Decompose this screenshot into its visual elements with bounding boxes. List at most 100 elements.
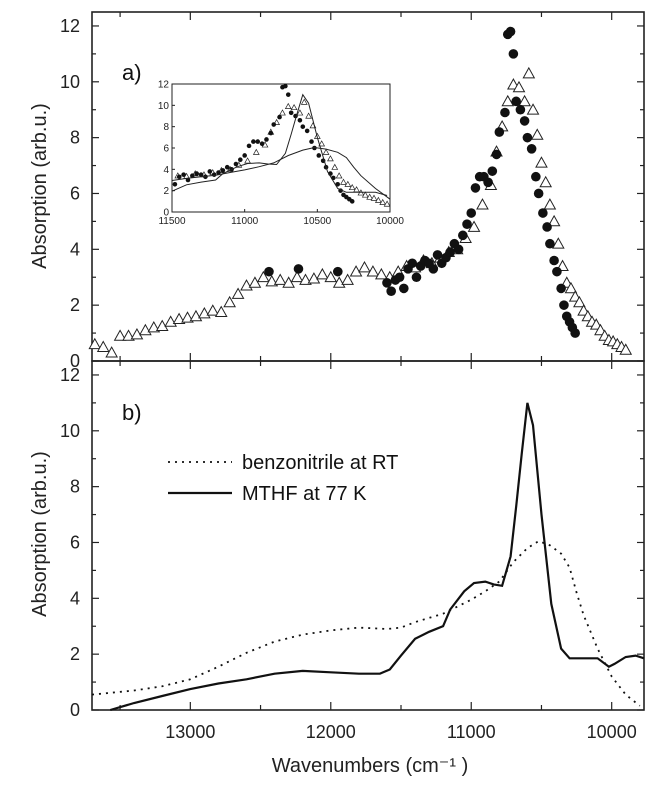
inset-point-triangle (300, 98, 308, 105)
data-point-triangle (96, 340, 110, 352)
data-point-triangle (358, 260, 371, 273)
x-axis-label: Wavenumbers (cm⁻¹ ) (272, 755, 469, 777)
panel-b-frame (91, 360, 645, 711)
inset-xtick-label: 11000 (231, 216, 259, 227)
inset-point-triangle (335, 172, 343, 179)
data-point-triangle (512, 80, 526, 93)
inset-frame (171, 83, 391, 213)
data-point-triangle (324, 270, 338, 283)
inset-point-circle (251, 139, 256, 144)
data-point-circle (458, 230, 468, 241)
data-point-circle (399, 283, 409, 294)
inset-point-circle (268, 130, 274, 136)
panel-a-ytick-label: 2 (70, 295, 80, 315)
data-point-circle (505, 26, 516, 37)
xtick-label: 13000 (165, 722, 215, 742)
inset-curve-benzonitrile (171, 146, 391, 200)
inset-point-triangle (322, 148, 330, 155)
data-point-circle (519, 116, 530, 126)
data-point-circle (508, 49, 519, 59)
legend-label-mthf: MTHF at 77 K (242, 483, 367, 505)
panel-b-ytick-label: 12 (60, 365, 80, 385)
data-point-triangle (539, 175, 553, 188)
data-point-triangle (543, 198, 557, 210)
x-axis-ticks: 13000 12000 11000 10000 (119, 12, 637, 742)
data-point-circle (483, 177, 493, 188)
xtick-label: 10000 (587, 722, 637, 742)
data-point-circle (293, 264, 304, 274)
data-point-circle (333, 266, 343, 277)
data-point-triangle (206, 304, 220, 316)
inset-ytick-label: 10 (158, 101, 170, 112)
inset-point-circle (216, 170, 221, 175)
data-point-circle (494, 127, 505, 137)
inset-ytick-label: 4 (163, 165, 169, 176)
inset-point-triangle (296, 109, 304, 116)
data-point-triangle (155, 319, 169, 331)
panel-a-ytick-label: 12 (60, 16, 80, 36)
data-point-circle (549, 255, 559, 266)
data-point-triangle (547, 214, 561, 227)
inset-ytick-label: 0 (163, 208, 169, 219)
data-point-circle (533, 188, 544, 199)
panel-a-ytick-label: 8 (70, 128, 80, 148)
inset-point-triangle (331, 163, 339, 170)
inset-ytick-label: 2 (163, 186, 169, 197)
inset-point-triangle (374, 196, 382, 203)
data-point-circle (559, 300, 569, 310)
inset-point-circle (349, 199, 355, 204)
inset-point-circle (264, 137, 269, 142)
inset-point-triangle (379, 198, 387, 205)
data-point-circle (470, 183, 481, 193)
panel-b-y-ticks: 0 2 4 6 8 10 12 (60, 365, 644, 720)
inset-point-triangle (290, 103, 298, 111)
data-point-circle (522, 132, 533, 143)
data-point-triangle (273, 273, 287, 285)
inset-point-circle (259, 141, 265, 147)
panel-b-y-axis-label: Absorption (arb.u.) (29, 451, 51, 617)
data-point-triangle (341, 273, 354, 285)
series-line-mthf (109, 402, 645, 712)
inset-point-triangle (252, 148, 260, 155)
data-point-triangle (88, 337, 102, 350)
data-point-triangle (147, 320, 161, 333)
inset-ytick-label: 6 (163, 144, 169, 155)
inset-point-circle (246, 143, 252, 149)
inset-point-triangle (370, 194, 378, 201)
data-point-circle (466, 208, 477, 218)
inset-point-circle (300, 124, 306, 129)
inset-point-circle (181, 172, 186, 177)
panel-a-data (88, 26, 633, 358)
data-point-circle (407, 258, 418, 269)
data-point-triangle (619, 343, 633, 355)
inset-point-circle (224, 164, 230, 170)
inset-point-triangle (279, 109, 286, 116)
data-point-triangle (366, 265, 380, 277)
legend-label-benzonitrile: benzonitrile at RT (242, 452, 398, 474)
data-point-circle (487, 166, 498, 176)
data-point-circle (394, 272, 405, 283)
inset-point-triangle (305, 112, 313, 119)
data-point-circle (511, 96, 521, 107)
data-point-circle (545, 238, 555, 249)
panel-a-ytick-label: 4 (70, 239, 80, 259)
data-point-triangle (113, 329, 127, 341)
inset-ticks: 0 2 4 6 8 10 12 11500 11000 10500 10000 (158, 80, 404, 228)
data-point-circle (491, 149, 502, 160)
data-point-triangle (349, 265, 363, 277)
data-point-triangle (530, 128, 544, 140)
data-point-triangle (476, 198, 489, 210)
series-line-benzonitrile (91, 540, 641, 707)
inset-curve-mthf (171, 93, 388, 196)
inset-point-circle (304, 128, 310, 134)
data-point-triangle (551, 237, 565, 249)
inset-point-circle (242, 153, 247, 158)
inset-point-triangle (318, 140, 326, 147)
data-point-triangle (248, 276, 262, 288)
inset-xtick-label: 10500 (303, 216, 331, 227)
data-point-triangle (282, 276, 295, 288)
inset-data (171, 83, 391, 207)
data-point-circle (382, 278, 392, 288)
inset-point-circle (335, 181, 340, 187)
